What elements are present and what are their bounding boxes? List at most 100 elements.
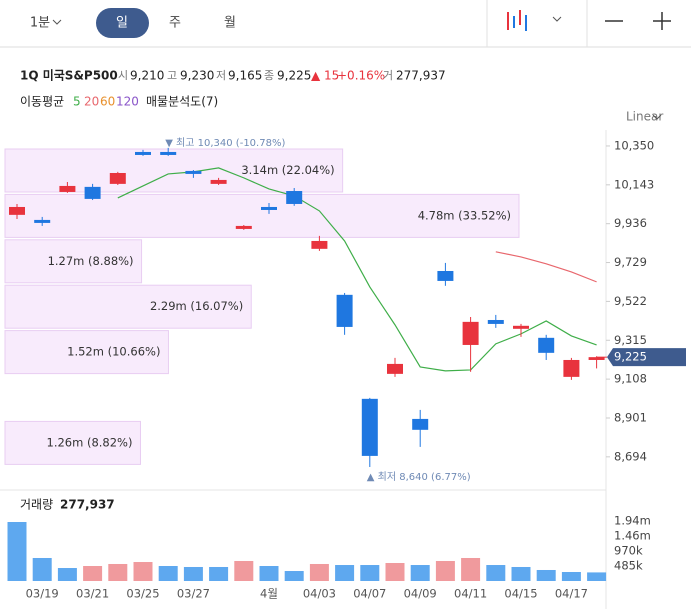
profile-label: 3.14m (22.04%)	[241, 163, 334, 177]
profile-bar	[4, 284, 252, 329]
candle-body	[487, 319, 504, 324]
dropdown-icon[interactable]	[552, 16, 562, 22]
candle-body	[34, 219, 51, 223]
volume-bar	[461, 557, 481, 581]
profile-bar	[4, 193, 520, 238]
x-tick-label: 03/25	[126, 587, 159, 601]
volume-bar	[360, 565, 380, 581]
volume-current: 277,937	[60, 498, 115, 512]
candle-body	[9, 206, 25, 215]
volume-bar	[183, 566, 203, 581]
dropdown-icon[interactable]	[52, 19, 62, 25]
tab[interactable]: 일	[116, 16, 128, 31]
volume-bar	[108, 563, 128, 581]
volume-bar	[284, 571, 304, 581]
volume-bar	[57, 568, 77, 581]
volume-bar	[259, 566, 279, 581]
symbol: 1Q 미국S&P500	[20, 68, 118, 83]
profile-bar	[4, 148, 344, 193]
tab[interactable]: 주	[169, 16, 181, 31]
x-tick-label: 04/07	[353, 587, 386, 601]
chart-type-button[interactable]	[507, 10, 527, 31]
y-tick-label: 10,143	[614, 177, 654, 191]
candle-body	[387, 363, 403, 374]
last-price-label: 9,225	[614, 350, 647, 364]
volume-bar	[158, 566, 178, 581]
zoom-in-button[interactable]	[653, 12, 671, 30]
profile-label: 1.26m (8.82%)	[47, 435, 133, 449]
candle-body	[160, 151, 177, 155]
x-tick-label: 04/03	[303, 587, 336, 601]
candle-body	[563, 359, 580, 377]
ma-line	[495, 251, 597, 283]
volume-tick-label: 1.46m	[614, 528, 651, 542]
volume-bar	[133, 562, 153, 581]
candle-body	[135, 151, 151, 155]
candle-body	[462, 321, 479, 345]
candle-body	[235, 225, 252, 229]
volume-tick-label: 485k	[614, 559, 643, 573]
low-annotation: ▲ 최저 8,640 (6.77%)	[367, 471, 471, 483]
candle-body	[210, 179, 227, 184]
volume-title: 거래량	[20, 498, 53, 512]
dropdown-icon[interactable]	[652, 114, 662, 120]
profile-label: 2.29m (16.07%)	[150, 299, 243, 313]
y-tick-label: 9,108	[614, 372, 647, 386]
x-tick-label: 04/09	[404, 587, 437, 601]
y-tick-label: 9,522	[614, 294, 647, 308]
ma-legend: 20	[84, 95, 99, 109]
x-tick-label: 04/11	[454, 587, 487, 601]
volume-bar	[335, 565, 355, 581]
candle-body	[311, 240, 328, 249]
tab[interactable]: 월	[224, 16, 236, 31]
candle-body	[336, 294, 353, 327]
candle-body	[538, 337, 555, 353]
volume-bar	[561, 572, 581, 581]
y-tick-label: 10,350	[614, 138, 654, 152]
y-tick-label: 9,315	[614, 333, 647, 347]
scale-label[interactable]: Linear	[626, 110, 663, 124]
field-value: 9,165	[228, 69, 262, 83]
profile-label: 4.78m (33.52%)	[418, 208, 511, 222]
volume-bar	[410, 565, 430, 581]
x-tick-label: 03/21	[76, 587, 109, 601]
field-value: 9,230	[180, 69, 214, 83]
y-tick-label: 8,694	[614, 449, 647, 463]
field-value: 9,210	[130, 69, 164, 83]
profile-bar	[4, 420, 141, 465]
volume-bar	[32, 557, 52, 581]
ma-legend: 5	[73, 95, 81, 109]
y-tick-label: 8,901	[614, 410, 647, 424]
change: ▲ 15	[311, 69, 339, 83]
ma-legend: 60	[100, 95, 115, 109]
x-tick-label: 03/27	[177, 587, 210, 601]
high-annotation: ▼ 최고 10,340 (-10.78%)	[165, 137, 285, 149]
field-label: 저	[216, 69, 226, 82]
change-pct: +0.16%	[337, 69, 385, 83]
field-label: 거	[383, 69, 393, 82]
volume-bar	[486, 565, 506, 581]
x-tick-label: 04/15	[504, 587, 537, 601]
field-label: 시	[118, 69, 128, 82]
ma-label: 이동평균	[20, 95, 64, 109]
candle-body	[412, 418, 429, 430]
volume-tick-label: 1.94m	[614, 514, 651, 528]
candle-body	[59, 185, 76, 192]
candle-body	[513, 325, 529, 329]
candle-body	[361, 398, 378, 456]
volume-bar	[234, 560, 254, 581]
candle-body	[261, 206, 277, 210]
volume-bar	[385, 563, 405, 581]
tab[interactable]: 1분	[30, 16, 50, 31]
volume-bar	[209, 566, 229, 581]
candle-body	[588, 357, 605, 360]
volume-bar	[587, 572, 607, 581]
y-tick-label: 9,936	[614, 216, 647, 230]
profile-bar	[4, 330, 169, 375]
profile-label[interactable]: 매물분석도(7)	[146, 95, 218, 109]
volume-bar	[309, 563, 329, 581]
profile-bar	[4, 239, 143, 284]
volume-bar	[511, 566, 531, 581]
